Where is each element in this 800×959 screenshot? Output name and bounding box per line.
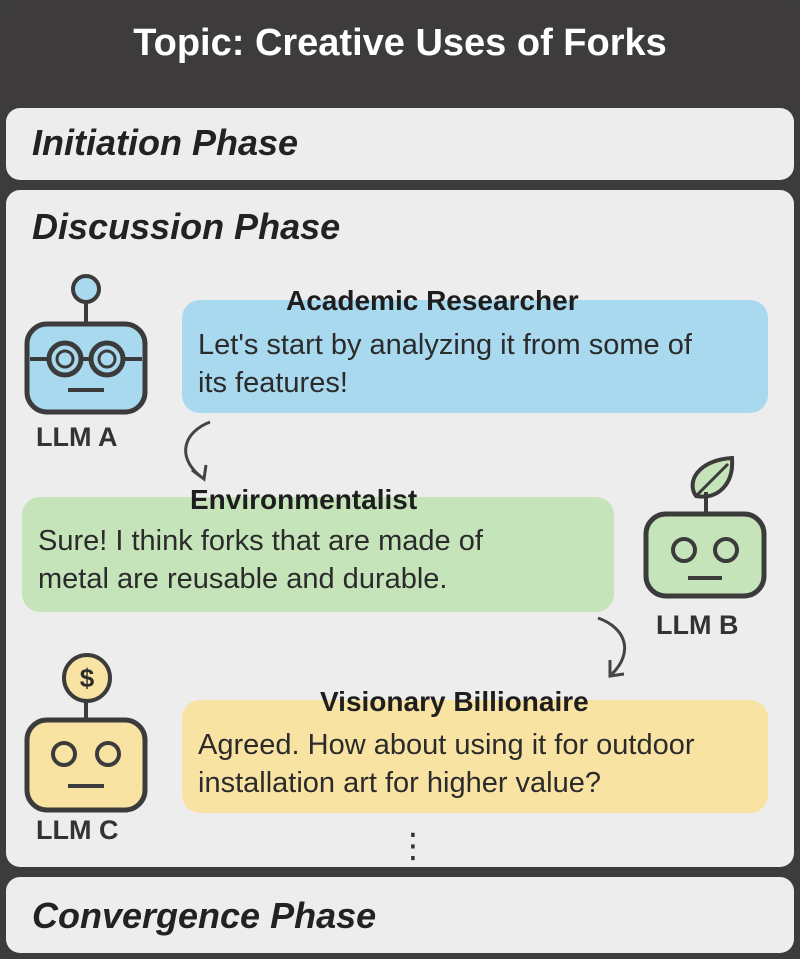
llm-b-label: LLM B <box>656 610 739 640</box>
bubble-c <box>182 700 768 813</box>
message-a-line1: Let's start by analyzing it from some of <box>198 329 692 361</box>
role-visionary-billionaire: Visionary Billionaire <box>320 686 589 717</box>
convergence-panel <box>6 877 794 953</box>
initiation-panel <box>6 108 794 180</box>
role-academic-researcher: Academic Researcher <box>286 285 579 316</box>
dollar-sign: $ <box>79 663 95 693</box>
llm-a-label: LLM A <box>36 422 118 452</box>
message-b-line2: metal are reusable and durable. <box>38 563 448 595</box>
arrow-b-to-c-icon <box>597 616 627 678</box>
convergence-phase-label: Convergence Phase <box>32 895 377 936</box>
message-c-line2: installation art for higher value? <box>198 767 602 799</box>
message-a-line2: its features! <box>198 367 348 399</box>
topic-title: Topic: Creative Uses of Forks <box>133 22 667 64</box>
dollar-coin-icon: $ <box>62 653 112 703</box>
llm-c-label: LLM C <box>36 815 119 845</box>
bubble-a <box>182 300 768 413</box>
discussion-phase-label: Discussion Phase <box>32 206 341 247</box>
message-b-line1: Sure! I think forks that are made of <box>38 525 483 557</box>
initiation-phase-label: Initiation Phase <box>32 122 299 163</box>
bubble-b <box>22 497 614 612</box>
message-c-line1: Agreed. How about using it for outdoor <box>198 729 695 761</box>
role-environmentalist: Environmentalist <box>190 484 418 515</box>
arrow-a-to-b-icon <box>184 420 211 482</box>
robot-b-icon <box>643 455 767 599</box>
robot-a-icon <box>24 274 148 415</box>
continuation-ellipsis: ⋮ <box>396 826 430 866</box>
robot-c-icon <box>24 702 148 813</box>
